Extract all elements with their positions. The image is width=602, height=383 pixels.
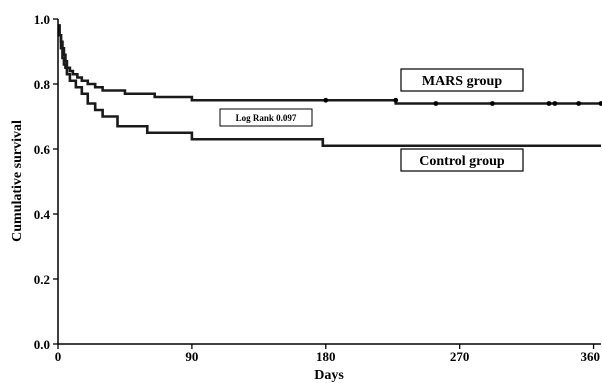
series-line-mars — [58, 24, 601, 105]
plot-area — [58, 24, 602, 148]
legend-label-control: Control group — [419, 154, 505, 169]
annotation-box — [219, 108, 313, 127]
censor-mark — [490, 101, 495, 106]
censor-mark — [576, 101, 582, 106]
x-axis-title: Days — [314, 368, 344, 383]
y-tick-label: 0.8 — [34, 77, 51, 92]
x-tick-label: 360 — [581, 349, 601, 364]
legend-mars-group: MARS group — [400, 68, 524, 92]
y-tick-label: 1.0 — [34, 12, 50, 27]
x-tick-label: 180 — [316, 349, 336, 364]
y-tick-label: 0.2 — [34, 272, 50, 287]
censor-mark — [393, 97, 399, 103]
log-rank-annotation: Log Rank 0.097 — [219, 108, 313, 127]
annotation-text: Log Rank 0.097 — [236, 113, 297, 123]
censor-mark — [323, 97, 329, 103]
x-tick-label: 270 — [450, 349, 470, 364]
censor-mark — [433, 101, 439, 106]
censor-mark — [546, 101, 552, 106]
x-tick-label: 0 — [55, 349, 62, 364]
censor-mark — [552, 101, 558, 106]
y-tick-label: 0.6 — [34, 142, 51, 157]
legend-control-group: Control group — [400, 148, 524, 172]
legend-box-mars — [400, 68, 524, 92]
x-tick-label: 90 — [185, 349, 198, 364]
legend-box-control — [400, 148, 524, 172]
series-line-control — [58, 24, 601, 148]
y-tick-label: 0.0 — [34, 337, 50, 352]
y-tick-label: 0.4 — [34, 207, 51, 222]
censor-mark — [598, 101, 602, 106]
legend-label-mars: MARS group — [422, 74, 502, 89]
y-axis-title: Cumulative survival — [10, 120, 25, 242]
axes: 0.0 0.2 0.4 0.6 0.8 1.0 0 90 180 270 360 — [34, 12, 601, 364]
